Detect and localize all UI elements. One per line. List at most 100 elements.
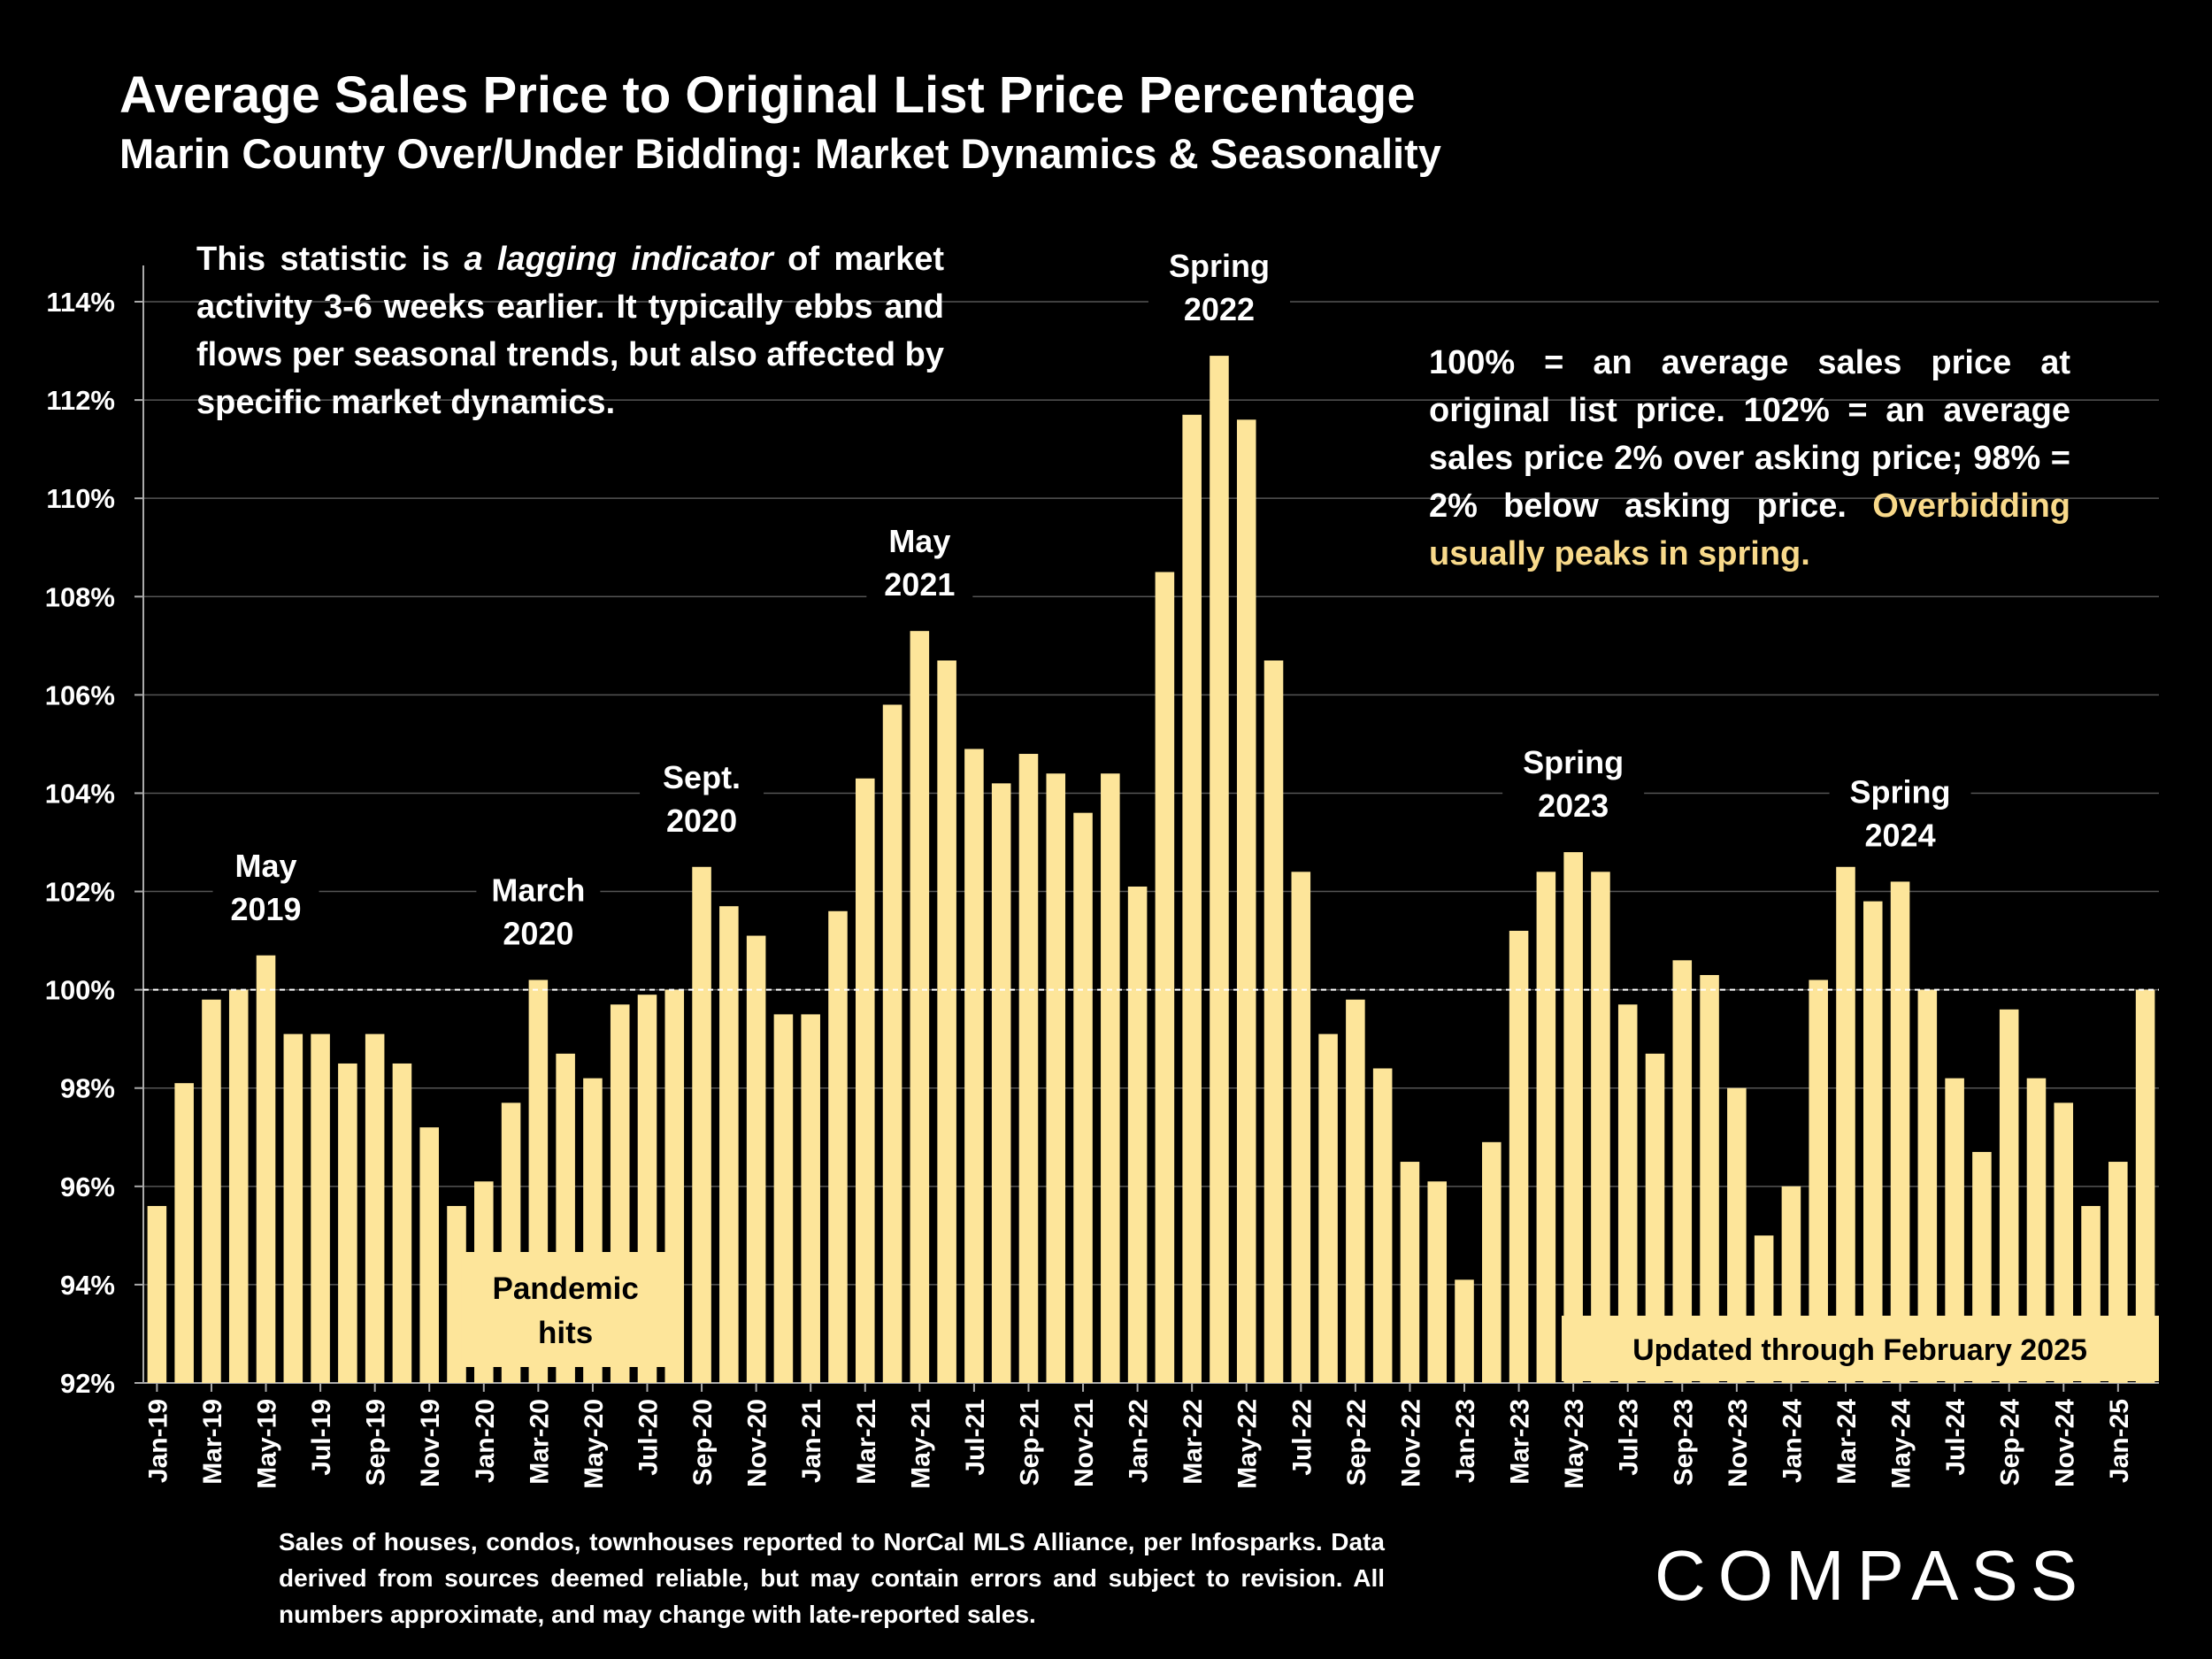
bar	[228, 989, 249, 1383]
note-right-highlight: Overbidding usually peaks in spring.	[1429, 488, 2070, 572]
bar	[1182, 414, 1202, 1384]
annotation-label: May	[235, 848, 297, 884]
x-tick-label: May-21	[906, 1399, 935, 1489]
bar	[773, 1014, 794, 1383]
bar	[2026, 1078, 2047, 1383]
bar	[1890, 881, 1910, 1383]
x-tick-label: Mar-19	[198, 1399, 227, 1485]
x-tick-label: May-19	[253, 1399, 282, 1489]
bar	[910, 631, 930, 1383]
bar	[1563, 852, 1583, 1383]
bar	[1999, 1009, 2019, 1383]
y-tick-label: 94%	[60, 1270, 115, 1301]
x-tick-label: Nov-22	[1396, 1399, 1425, 1487]
annotation-label: May	[888, 523, 950, 559]
bar	[991, 783, 1011, 1383]
y-tick-label: 106%	[45, 680, 115, 710]
annotation-backdrop	[1502, 734, 1645, 831]
y-tick-label: 110%	[46, 483, 115, 514]
x-tick-label: Jan-19	[143, 1399, 173, 1483]
bar	[1836, 866, 1855, 1383]
x-tick-label: Jan-22	[1125, 1399, 1154, 1483]
bar	[392, 1063, 412, 1383]
y-tick-label: 104%	[45, 778, 115, 809]
x-tick-label: Nov-24	[2050, 1399, 2079, 1487]
compass-logo: COMPASS	[1655, 1536, 2091, 1615]
bar	[1645, 1053, 1665, 1383]
x-tick-label: May-22	[1233, 1399, 1263, 1489]
bar	[1073, 812, 1093, 1383]
x-tick-label: Mar-21	[852, 1399, 881, 1485]
x-tick-label: Sep-19	[362, 1399, 391, 1486]
note-left-pre: This statistic is	[196, 241, 465, 278]
bar	[1018, 754, 1039, 1383]
x-tick-label: Sep-23	[1669, 1399, 1698, 1486]
pandemic-callout-line1: Pandemic	[492, 1271, 638, 1306]
note-left-post: of market activity 3-6 weeks earlier. It…	[196, 241, 944, 421]
bar	[256, 955, 276, 1383]
x-tick-label: Jan-25	[2105, 1399, 2134, 1483]
bar	[882, 704, 902, 1383]
bar	[2054, 1102, 2074, 1383]
annotation-label: 2019	[230, 891, 301, 927]
page-subtitle: Marin County Over/Under Bidding: Market …	[119, 130, 1441, 177]
bar	[1509, 930, 1529, 1383]
bar	[311, 1033, 330, 1383]
y-tick-label: 92%	[60, 1368, 115, 1399]
x-tick-label: May-23	[1560, 1399, 1589, 1489]
pandemic-callout-box	[461, 1252, 671, 1367]
bar	[202, 999, 221, 1383]
x-tick-label: Sep-21	[1015, 1399, 1044, 1486]
x-tick-label: Jan-24	[1778, 1399, 1807, 1483]
x-tick-label: Nov-20	[743, 1399, 772, 1487]
bar	[1700, 974, 1719, 1383]
y-tick-label: 102%	[45, 877, 115, 908]
bar	[746, 935, 766, 1383]
bar	[1155, 572, 1175, 1383]
annotation-label: Spring	[1169, 248, 1270, 284]
bar	[855, 778, 875, 1383]
bar	[338, 1063, 357, 1383]
annotation-backdrop	[1829, 764, 1971, 860]
x-tick-label: May-24	[1887, 1399, 1916, 1489]
bar	[1482, 1141, 1502, 1383]
x-tick-label: May-20	[580, 1399, 609, 1489]
annotation-label: 2021	[884, 566, 955, 603]
annotation-label: 2024	[1865, 817, 1936, 853]
lagging-indicator-note: This statistic is a lagging indicator of…	[196, 235, 944, 426]
x-tick-label: Mar-24	[1832, 1399, 1862, 1485]
annotation-label: 2022	[1184, 291, 1255, 327]
bar	[419, 1127, 440, 1383]
x-tick-label: Jul-19	[307, 1399, 336, 1476]
y-tick-label: 98%	[60, 1073, 115, 1104]
annotation-label: Spring	[1523, 744, 1624, 780]
x-tick-label: Nov-21	[1070, 1399, 1099, 1487]
bar	[1727, 1087, 1747, 1383]
bar	[1809, 979, 1828, 1383]
y-tick-label: 96%	[60, 1171, 115, 1202]
bar	[1455, 1279, 1474, 1383]
bar	[1400, 1162, 1420, 1383]
x-tick-label: Jan-23	[1451, 1399, 1480, 1483]
bar	[1672, 960, 1693, 1383]
annotation-backdrop	[1148, 238, 1290, 334]
x-tick-label: Jan-20	[471, 1399, 500, 1483]
x-tick-label: Nov-23	[1724, 1399, 1753, 1487]
x-tick-label: Nov-19	[416, 1399, 445, 1487]
y-tick-label: 108%	[45, 581, 115, 612]
source-footnote: Sales of houses, condos, townhouses repo…	[279, 1528, 1385, 1628]
bar	[828, 910, 848, 1383]
bar	[1427, 1181, 1448, 1383]
annotation-backdrop	[476, 862, 601, 958]
annotation-backdrop	[866, 513, 973, 610]
percentage-explanation-note: 100% = an average sales price at origina…	[1429, 339, 2070, 578]
bar	[719, 906, 739, 1383]
bar	[2135, 989, 2155, 1383]
bar	[1346, 999, 1365, 1383]
bar	[1945, 1078, 1964, 1383]
x-tick-label: Sep-22	[1342, 1399, 1371, 1486]
pandemic-callout-line2: hits	[538, 1316, 593, 1350]
bar	[1263, 660, 1284, 1383]
bar	[1863, 901, 1883, 1383]
